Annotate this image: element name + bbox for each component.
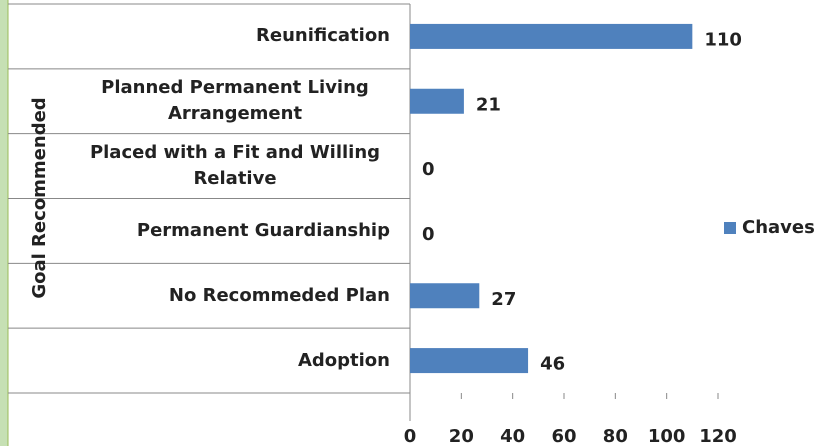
legend-swatch [724, 222, 736, 234]
data-label: 0 [422, 159, 435, 180]
y-axis-title: Goal Recommended [29, 97, 50, 298]
x-tick-label: 80 [603, 426, 628, 446]
x-tick-label: 120 [699, 426, 737, 446]
data-label: 0 [422, 224, 435, 245]
category-label: Placed with a Fit and Willing Relative [30, 134, 390, 198]
x-tick-label: 0 [404, 426, 417, 446]
category-label: No Recommeded Plan [30, 264, 390, 328]
x-tick-label: 20 [449, 426, 474, 446]
x-tick-label: 40 [500, 426, 525, 446]
frame-strip [0, 0, 8, 446]
x-tick-label: 100 [648, 426, 686, 446]
bar [410, 23, 693, 49]
x-tick-label: 60 [551, 426, 576, 446]
category-text: Placed with a Fit and Willing Relative [89, 142, 381, 190]
bar [410, 283, 480, 309]
category-label: Permanent Guardianship [30, 199, 390, 263]
bar [410, 348, 529, 374]
data-label: 27 [491, 289, 516, 310]
category-text: Permanent Guardianship [136, 219, 390, 241]
data-label: 21 [476, 94, 501, 115]
data-label: 46 [540, 354, 565, 375]
category-text: Adoption [297, 349, 390, 371]
category-text: Planned Permanent Living Arrangement [101, 77, 369, 125]
category-text: Reunification [256, 25, 390, 47]
category-label: Reunification [30, 4, 390, 68]
bar [410, 88, 464, 114]
legend-label: Chaves [742, 217, 815, 238]
category-label: Adoption [30, 329, 390, 393]
category-label: Planned Permanent Living Arrangement [30, 69, 390, 133]
data-label: 110 [704, 29, 742, 50]
category-text: No Recommeded Plan [168, 284, 390, 306]
